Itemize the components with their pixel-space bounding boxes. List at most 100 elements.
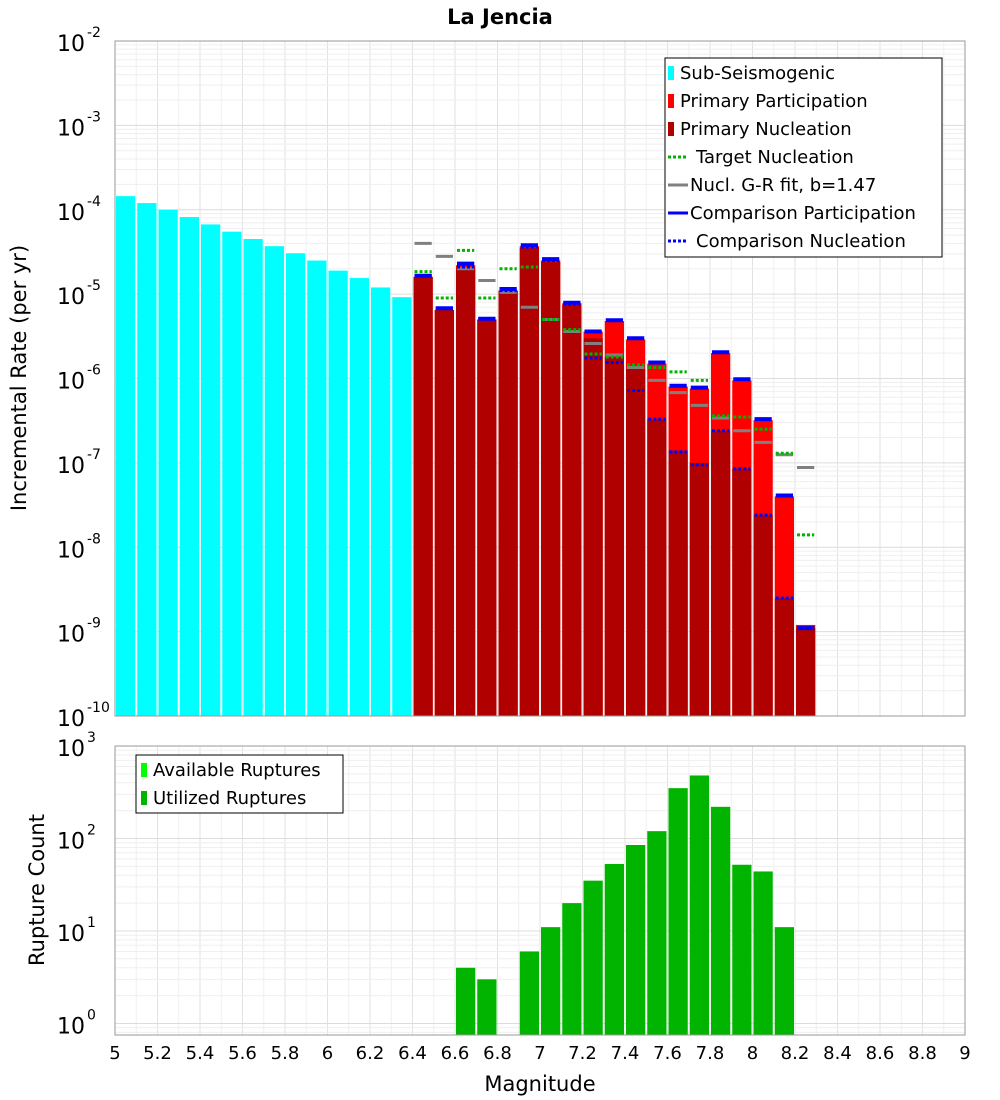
primary-nucleation-bar bbox=[647, 419, 667, 716]
x-tick-labels: 5 5.2 5.4 5.6 5.8 6 6.2 6.4 6.6 6.8 7 7.2 7.4 7.6 7.8 8… bbox=[109, 1043, 970, 1064]
top-y-tick-label: 10 bbox=[57, 201, 85, 226]
sub-seismogenic-bar bbox=[286, 253, 306, 716]
sub-seismogenic-bar bbox=[201, 224, 221, 717]
primary-nucleation-bar bbox=[434, 309, 454, 716]
utilized-ruptures-bar bbox=[541, 927, 561, 1035]
primary-nucleation-bar bbox=[626, 368, 646, 716]
utilized-ruptures-bar bbox=[583, 880, 603, 1035]
top-plot-border bbox=[114, 40, 966, 717]
primary-nucleation-bar bbox=[477, 319, 497, 716]
x-tick-label: 6.8 bbox=[483, 1043, 512, 1064]
utilized-ruptures-bar bbox=[477, 979, 497, 1035]
x-tick-label: 5 bbox=[109, 1043, 120, 1064]
x-tick-label: 5.2 bbox=[143, 1043, 172, 1064]
sub-seismogenic-bar bbox=[371, 287, 391, 716]
x-tick-label: 5.4 bbox=[186, 1043, 215, 1064]
utilized-ruptures-bar bbox=[774, 927, 794, 1035]
legend-label: Sub-Seismogenic bbox=[680, 63, 835, 84]
x-tick-label: 7 bbox=[534, 1043, 545, 1064]
utilized-ruptures-bar bbox=[711, 806, 731, 1035]
x-tick-label: 7.4 bbox=[611, 1043, 640, 1064]
x-tick-label: 8.6 bbox=[866, 1043, 895, 1064]
x-tick-label: 8.2 bbox=[781, 1043, 810, 1064]
legend-label: Nucl. G-R fit, b=1.47 bbox=[690, 175, 876, 196]
primary-nucleation-bar bbox=[541, 262, 561, 716]
utilized-ruptures-bar bbox=[732, 864, 752, 1035]
bottom-y-tick-exponent: 2 bbox=[87, 822, 96, 838]
sub-seismogenic-bar bbox=[307, 260, 327, 716]
bottom-y-tick-label: 10 bbox=[57, 737, 85, 762]
legend-label: Target Nucleation bbox=[695, 147, 854, 168]
bottom-y-tick-label: 10 bbox=[57, 1014, 85, 1039]
top-y-tick-exponent: -5 bbox=[87, 278, 101, 294]
x-tick-label: 6.4 bbox=[398, 1043, 427, 1064]
bottom-y-tick-exponent: 1 bbox=[87, 915, 96, 931]
primary-nucleation-bar bbox=[519, 248, 539, 717]
bottom-y-tick-exponent: 3 bbox=[87, 730, 96, 746]
primary-nucleation-bar bbox=[774, 598, 794, 716]
sub-seismogenic-bar bbox=[222, 231, 242, 716]
primary-nucleation-bar bbox=[711, 430, 731, 716]
legend-label: Comparison Nucleation bbox=[696, 231, 906, 252]
chart-title: La Jencia bbox=[447, 5, 553, 29]
top-y-tick-label: 10 bbox=[57, 707, 85, 732]
x-tick-label: 8.4 bbox=[823, 1043, 852, 1064]
x-axis-label: Magnitude bbox=[484, 1072, 595, 1096]
bottom-y-axis-label: Rupture Count bbox=[25, 814, 49, 966]
utilized-ruptures-bar bbox=[753, 871, 773, 1035]
x-tick-label: 7.2 bbox=[568, 1043, 597, 1064]
legend-label: Utilized Ruptures bbox=[153, 788, 306, 809]
primary-nucleation-bar bbox=[753, 515, 773, 716]
bottom-y-tick-exponent: 0 bbox=[87, 1007, 96, 1023]
utilized-ruptures-bar bbox=[626, 845, 646, 1035]
top-y-tick-label: 10 bbox=[57, 454, 85, 479]
primary-nucleation-bar bbox=[689, 462, 709, 716]
primary-nucleation-bar bbox=[732, 468, 752, 716]
legend-swatch bbox=[668, 94, 674, 108]
bottom-legend: Available Ruptures Utilized Ruptures bbox=[135, 754, 344, 814]
top-y-tick-exponent: -3 bbox=[87, 109, 101, 125]
top-y-tick-exponent: -2 bbox=[87, 25, 101, 41]
x-tick-label: 6 bbox=[322, 1043, 333, 1064]
sub-seismogenic-bar bbox=[137, 203, 157, 716]
sub-seismogenic-bar bbox=[179, 217, 199, 716]
legend-label: Comparison Participation bbox=[690, 203, 916, 224]
utilized-ruptures-bar bbox=[647, 831, 667, 1035]
top-y-tick-label: 10 bbox=[57, 285, 85, 310]
legend-swatch bbox=[141, 791, 147, 805]
utilized-ruptures-bar bbox=[689, 775, 709, 1035]
bottom-y-tick-label: 10 bbox=[57, 829, 85, 854]
primary-nucleation-bar bbox=[583, 338, 603, 716]
bottom-y-tick-label: 10 bbox=[57, 922, 85, 947]
sub-seismogenic-bar bbox=[349, 278, 369, 716]
legend-swatch bbox=[668, 122, 674, 136]
utilized-ruptures-bar bbox=[604, 863, 624, 1035]
primary-nucleation-bar bbox=[796, 628, 816, 716]
sub-seismogenic-bar bbox=[328, 270, 348, 716]
utilized-ruptures-bar bbox=[562, 903, 582, 1035]
x-tick-label: 6.2 bbox=[356, 1043, 385, 1064]
top-y-tick-label: 10 bbox=[57, 116, 85, 141]
bottom-plot-border bbox=[114, 745, 966, 1036]
legend-swatch bbox=[668, 66, 674, 80]
top-y-tick-exponent: -4 bbox=[87, 194, 101, 210]
legend-label: Primary Participation bbox=[680, 91, 868, 112]
primary-nucleation-bar bbox=[562, 305, 582, 716]
top-y-axis-label: Incremental Rate (per yr) bbox=[7, 245, 31, 511]
top-y-tick-label: 10 bbox=[57, 538, 85, 563]
x-tick-label: 7.6 bbox=[653, 1043, 682, 1064]
sub-seismogenic-bar bbox=[158, 209, 178, 716]
x-tick-label: 8.8 bbox=[908, 1043, 937, 1064]
legend-swatch bbox=[141, 763, 147, 777]
bottom-legend-box bbox=[135, 754, 344, 814]
sub-seismogenic-bar bbox=[264, 246, 284, 716]
top-y-tick-exponent: -10 bbox=[87, 700, 110, 716]
legend-label: Available Ruptures bbox=[153, 760, 321, 781]
utilized-ruptures-bar bbox=[668, 788, 688, 1035]
primary-nucleation-bar bbox=[498, 290, 518, 716]
top-y-tick-exponent: -8 bbox=[87, 531, 101, 547]
legend-label: Primary Nucleation bbox=[680, 119, 852, 140]
x-tick-label: 6.6 bbox=[441, 1043, 470, 1064]
